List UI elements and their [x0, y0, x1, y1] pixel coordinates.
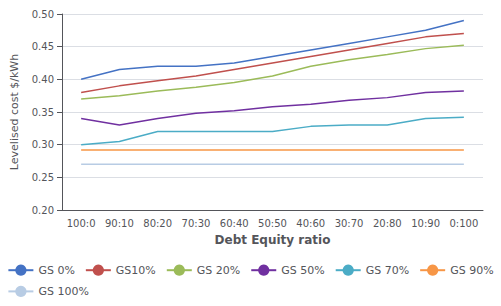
svg-text:20:80: 20:80 [373, 218, 402, 229]
svg-text:100:0: 100:0 [67, 218, 96, 229]
svg-text:10:90: 10:90 [411, 218, 440, 229]
svg-text:Debt Equity ratio: Debt Equity ratio [215, 233, 331, 247]
svg-text:30:70: 30:70 [335, 218, 364, 229]
svg-text:90:10: 90:10 [105, 218, 134, 229]
svg-text:0.45: 0.45 [32, 41, 54, 52]
svg-text:0.40: 0.40 [32, 74, 54, 85]
svg-text:GS 90%: GS 90% [450, 264, 493, 277]
svg-text:GS 20%: GS 20% [197, 264, 240, 277]
svg-text:50:50: 50:50 [258, 218, 287, 229]
svg-text:80:20: 80:20 [143, 218, 172, 229]
svg-text:GS 50%: GS 50% [281, 264, 324, 277]
svg-text:0.35: 0.35 [32, 107, 54, 118]
svg-text:70:30: 70:30 [182, 218, 211, 229]
svg-text:60:40: 60:40 [220, 218, 249, 229]
svg-text:GS 100%: GS 100% [38, 285, 88, 298]
svg-text:0.20: 0.20 [32, 205, 54, 216]
svg-text:Levelised cost $/kWh: Levelised cost $/kWh [8, 54, 21, 170]
svg-text:GS10%: GS10% [116, 264, 156, 277]
svg-text:GS 0%: GS 0% [38, 264, 74, 277]
svg-text:40:60: 40:60 [296, 218, 325, 229]
svg-text:0:100: 0:100 [449, 218, 478, 229]
svg-text:GS 70%: GS 70% [366, 264, 409, 277]
svg-text:0.25: 0.25 [32, 172, 54, 183]
svg-text:0.50: 0.50 [32, 9, 54, 20]
svg-text:0.30: 0.30 [32, 139, 54, 150]
